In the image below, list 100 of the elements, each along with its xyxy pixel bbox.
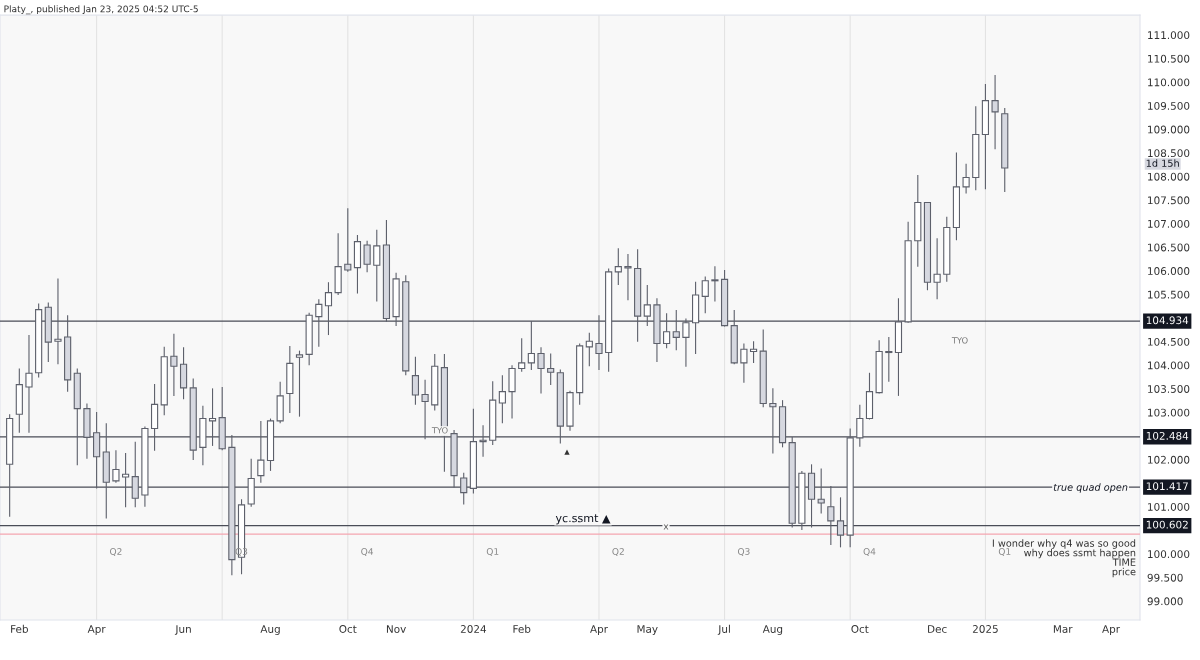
y-tick-label: 106.500: [1148, 243, 1190, 252]
y-tick-label: 99.000: [1147, 597, 1183, 606]
y-tick-label: 104.000: [1148, 361, 1190, 370]
x-tick-label: Feb: [11, 624, 28, 633]
y-tick-label: 101.000: [1148, 503, 1190, 511]
annotation: x: [663, 524, 669, 530]
candlestick: [769, 387, 777, 455]
x-tick-label: Apr: [87, 625, 106, 635]
candlestick: [614, 247, 622, 286]
x-tick-label: Jul: [717, 624, 730, 635]
ref-line-label: 101.417: [1146, 482, 1188, 491]
candlestick: [257, 420, 265, 484]
candlestick: [537, 346, 545, 395]
candlestick: [527, 320, 535, 371]
candlestick: [25, 334, 33, 434]
ref-line-label: Q2: [110, 548, 122, 556]
candlestick: [672, 309, 680, 351]
annotation: TYO: [951, 337, 968, 344]
ref-line-label: Q1: [486, 548, 499, 556]
y-tick-label: 107.500: [1148, 196, 1190, 205]
x-tick-label: 2025: [972, 625, 998, 633]
candlestick: [547, 352, 555, 386]
annotation: why does ssmt happen: [1024, 548, 1136, 559]
candlestick: [498, 374, 506, 424]
candlestick: [112, 449, 120, 484]
x-tick-label: Apr: [1102, 625, 1121, 635]
annotation: true quad open: [1053, 483, 1128, 493]
ref-line-label: Q2: [612, 548, 624, 556]
candlestick: [701, 275, 709, 314]
candlestick: [624, 253, 632, 301]
annotation: TIME: [1112, 558, 1136, 566]
y-tick-label: 109.000: [1148, 125, 1190, 134]
candlestick: [315, 298, 323, 348]
x-tick-label: Oct: [339, 625, 357, 633]
candlestick: [295, 350, 304, 418]
y-tick-label: 104.500: [1148, 337, 1190, 346]
x-tick-label: 2024: [460, 625, 487, 633]
candlestick: [885, 336, 893, 383]
ref-line-label: Q3: [737, 548, 750, 556]
ref-line-label: Q1: [998, 548, 1011, 556]
candlestick: [643, 284, 651, 327]
x-tick-label: Feb: [513, 624, 531, 633]
candlestick: [363, 240, 371, 273]
candlestick: [411, 356, 420, 406]
candlestick: [54, 277, 62, 365]
annotation: yc.ssmt ▲: [555, 514, 611, 525]
y-tick-label: 108.000: [1148, 172, 1190, 181]
candlestick: [460, 472, 468, 505]
candlestick: [740, 342, 748, 384]
text: 1d 15h: [1146, 159, 1179, 167]
candlestick: [518, 337, 526, 373]
x-tick-label: Jun: [174, 625, 191, 635]
candlestick: [508, 364, 516, 420]
annotation: I wonder why q4 was so good: [992, 539, 1136, 549]
y-tick-label: 105.500: [1148, 290, 1190, 299]
ref-line-label: Q4: [863, 548, 876, 556]
candlestick: [122, 452, 130, 508]
x-tick-label: Oct: [851, 625, 869, 633]
ref-line-label: 100.602: [1146, 520, 1188, 529]
candlestick: [682, 317, 690, 368]
x-tick-label: Nov: [386, 625, 406, 633]
candlestick: [827, 485, 835, 546]
y-tick-label: 102.000: [1148, 455, 1190, 464]
y-tick-label: 103.000: [1148, 408, 1190, 417]
candlestick: [711, 265, 719, 303]
candlestick: [595, 314, 603, 371]
candlestick: [663, 312, 671, 349]
ref-line-label: 104.934: [1146, 316, 1189, 325]
y-tick-label: 110.000: [1148, 78, 1190, 87]
annotation: price: [1112, 567, 1136, 578]
annotation: TYO: [431, 427, 448, 434]
candlestick: [933, 237, 941, 300]
y-tick-label: 109.500: [1148, 101, 1190, 110]
candlestick: [208, 387, 217, 447]
x-tick-label: Dec: [928, 625, 947, 633]
candlestick: [856, 404, 864, 448]
x-tick-label: Apr: [590, 625, 608, 635]
candlestick: [479, 424, 487, 458]
y-tick-label: 110.500: [1148, 54, 1190, 63]
x-tick-label: May: [637, 625, 658, 635]
candlestick: [373, 229, 381, 303]
ref-line-label: 102.484: [1146, 431, 1189, 440]
y-tick-label: 111.000: [1148, 31, 1190, 40]
candlestick: [991, 74, 999, 150]
x-tick-label: Aug: [762, 625, 783, 635]
chart-title: Platy_, published Jan 23, 2025 04:52 UTC-5: [4, 5, 198, 15]
candlestick: [131, 441, 139, 508]
candlestick: [179, 346, 188, 400]
candlestick: [170, 333, 178, 397]
candlestick: [962, 163, 970, 195]
candlestick: [324, 281, 333, 336]
y-tick-label: 108.500: [1148, 149, 1190, 158]
y-tick-label: 106.000: [1148, 267, 1190, 275]
ref-line-label: Q4: [361, 548, 374, 556]
x-tick-label: Mar: [1053, 625, 1073, 633]
y-tick-label: 100.000: [1148, 550, 1190, 559]
candlestick: [817, 468, 825, 514]
candlestick: [836, 496, 845, 548]
x-tick-label: Aug: [260, 625, 280, 635]
y-tick-label: 107.000: [1148, 219, 1190, 228]
